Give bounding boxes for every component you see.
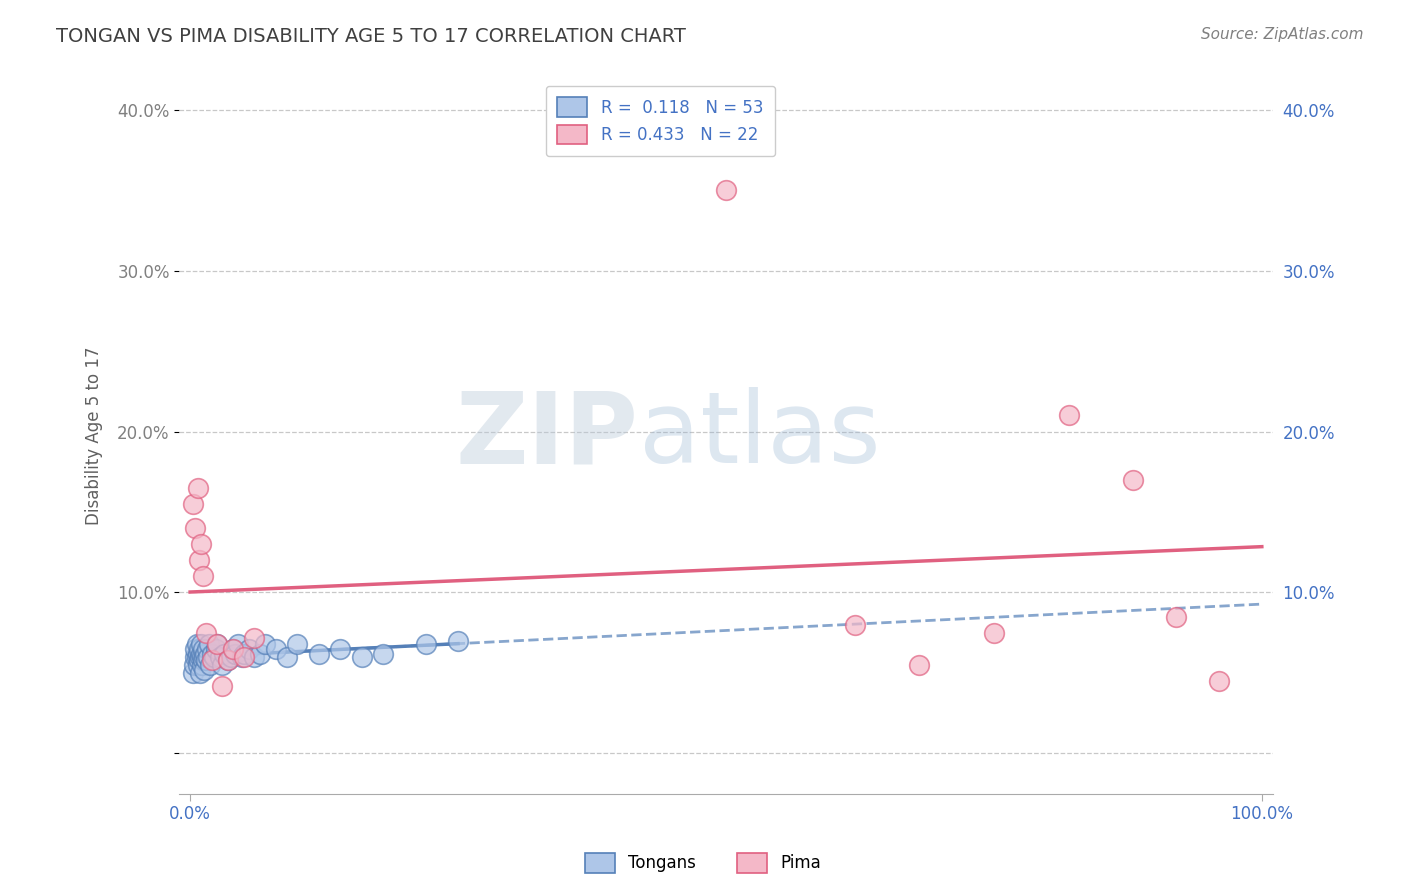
Point (186, 649, 208, 664)
Point (219, 649, 242, 664)
Point (249, 647, 271, 661)
Point (198, 637, 221, 651)
Legend: R =  0.118   N = 53, R = 0.433   N = 22: R = 0.118 N = 53, R = 0.433 N = 22 (546, 86, 775, 156)
Point (238, 641, 260, 656)
Text: atlas: atlas (638, 387, 880, 484)
Point (1164, 609, 1187, 624)
Point (1057, 409, 1080, 423)
Point (224, 647, 246, 661)
Point (844, 617, 866, 632)
Point (371, 647, 394, 661)
Y-axis label: Disability Age 5 to 17: Disability Age 5 to 17 (86, 346, 103, 524)
Point (184, 641, 207, 656)
Point (190, 537, 212, 551)
Point (217, 653, 239, 667)
Point (183, 657, 205, 672)
Point (193, 663, 215, 677)
Point (194, 647, 217, 661)
Legend: Tongans, Pima: Tongans, Pima (578, 847, 828, 880)
Point (200, 657, 222, 672)
Point (214, 647, 236, 661)
Point (231, 649, 253, 664)
Point (243, 631, 266, 645)
Text: TONGAN VS PIMA DISABILITY AGE 5 TO 17 CORRELATION CHART: TONGAN VS PIMA DISABILITY AGE 5 TO 17 CO… (56, 27, 686, 45)
Point (714, 183, 737, 197)
Text: Source: ZipAtlas.com: Source: ZipAtlas.com (1201, 27, 1364, 42)
Point (232, 647, 254, 661)
Point (197, 649, 219, 664)
Point (222, 641, 245, 656)
Point (211, 679, 233, 693)
Point (191, 653, 214, 667)
Point (191, 649, 214, 664)
Point (254, 637, 277, 651)
Point (187, 647, 209, 661)
Point (184, 521, 207, 535)
Text: ZIP: ZIP (456, 387, 638, 484)
Point (195, 625, 218, 640)
Point (183, 497, 205, 511)
Point (186, 637, 208, 651)
Point (211, 657, 233, 672)
Point (1122, 473, 1144, 487)
Point (415, 637, 437, 651)
Point (232, 649, 254, 664)
Point (222, 641, 245, 656)
Point (191, 641, 214, 656)
Point (264, 641, 287, 656)
Point (184, 649, 207, 664)
Point (190, 647, 212, 661)
Point (1208, 673, 1230, 688)
Point (447, 633, 470, 648)
Point (202, 649, 225, 664)
Point (205, 637, 228, 651)
Point (983, 625, 1005, 640)
Point (191, 657, 214, 672)
Point (187, 481, 209, 495)
Point (187, 653, 209, 667)
Point (193, 649, 215, 664)
Point (205, 641, 228, 656)
Point (205, 637, 228, 651)
Point (308, 647, 330, 661)
Point (276, 649, 298, 664)
Point (200, 653, 222, 667)
Point (190, 637, 212, 651)
Point (188, 649, 211, 664)
Point (209, 649, 232, 664)
Point (195, 641, 218, 656)
Point (183, 665, 205, 680)
Point (217, 653, 239, 667)
Point (228, 637, 250, 651)
Point (350, 649, 373, 664)
Point (200, 647, 222, 661)
Point (191, 569, 214, 583)
Point (188, 665, 211, 680)
Point (195, 653, 218, 667)
Point (187, 641, 209, 656)
Point (243, 649, 266, 664)
Point (329, 641, 352, 656)
Point (285, 637, 308, 651)
Point (908, 657, 931, 672)
Point (187, 657, 209, 672)
Point (187, 553, 209, 567)
